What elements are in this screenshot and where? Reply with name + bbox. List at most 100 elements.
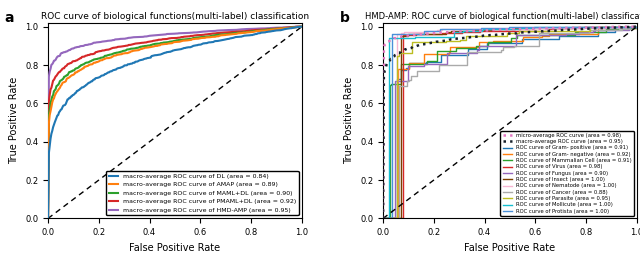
ROC curve of Nematode (area = 1.00) [400, 32, 408, 35]
ROC curve of Cancer (area = 0.88) [379, 217, 387, 220]
ROC curve of Gram- negative (area = 0.92) [476, 41, 483, 44]
ROC curve of Fungus (area = 0.90) [575, 33, 583, 36]
macro-average ROC curve of AMAP (area = 0.89) [298, 25, 306, 28]
ROC curve of Cancer (area = 0.88) [510, 46, 518, 49]
ROC curve of Cancer (area = 0.88) [435, 70, 443, 73]
ROC curve of Protista (area = 1.00) [447, 27, 454, 30]
ROC curve of Gram- negative (area = 0.92) [446, 45, 454, 48]
ROC curve of Insect (area = 1.00) [440, 33, 447, 36]
ROC curve of Gram- negative (area = 0.92) [609, 26, 616, 29]
ROC curve of Parasite (area = 0.95) [503, 34, 511, 37]
ROC curve of Fungus (area = 0.90) [417, 65, 424, 68]
ROC curve of Parasite (area = 0.95) [503, 33, 511, 36]
ROC curve of Mollicute (area = 1.00) [590, 25, 598, 28]
ROC curve of Fungus (area = 0.90) [589, 30, 597, 33]
macro-average ROC curve of PMAML+DL (area = 0.92) [45, 100, 52, 103]
ROC curve of Insect (area = 1.00) [490, 28, 497, 31]
ROC curve of Gram- positive (area = 0.91) [611, 30, 619, 34]
ROC curve of Cancer (area = 0.88) [586, 28, 593, 31]
ROC curve of Insect (area = 1.00) [506, 28, 513, 31]
micro-average ROC curve (area = 0.98) [615, 25, 623, 28]
ROC curve of Insect (area = 1.00) [404, 34, 412, 37]
ROC curve of Cancer (area = 0.88) [618, 28, 625, 31]
ROC curve of Mollicute (area = 1.00) [477, 28, 485, 31]
ROC curve of Mollicute (area = 1.00) [607, 25, 615, 28]
ROC curve of Gram- negative (area = 0.92) [546, 35, 554, 38]
ROC curve of Cancer (area = 0.88) [463, 63, 470, 66]
ROC curve of Gram- negative (area = 0.92) [633, 25, 640, 28]
ROC curve of Fungus (area = 0.90) [591, 29, 599, 32]
macro-average ROC curve of AMAP (area = 0.89) [195, 37, 202, 40]
ROC curve of Gram- negative (area = 0.92) [489, 41, 497, 44]
ROC curve of Cancer (area = 0.88) [499, 46, 507, 49]
ROC curve of Nematode (area = 1.00) [609, 26, 616, 29]
ROC curve of Gram- negative (area = 0.92) [420, 53, 428, 56]
ROC curve of Parasite (area = 0.95) [379, 217, 387, 220]
ROC curve of Mollicute (area = 1.00) [451, 30, 458, 33]
ROC curve of Mammalian Cell (area = 0.91) [472, 44, 480, 47]
ROC curve of Gram- negative (area = 0.92) [609, 27, 616, 30]
ROC curve of Virus (area = 0.98) [399, 33, 407, 36]
Legend: macro-average ROC curve of DL (area = 0.84), macro-average ROC curve of AMAP (ar: macro-average ROC curve of DL (area = 0.… [106, 171, 299, 215]
ROC curve of Cancer (area = 0.88) [463, 50, 470, 53]
ROC curve of Cancer (area = 0.88) [633, 25, 640, 28]
Line: macro-average ROC curve of MAML+DL (area = 0.90): macro-average ROC curve of MAML+DL (area… [48, 27, 302, 218]
ROC curve of Parasite (area = 0.95) [588, 25, 595, 28]
micro-average ROC curve (area = 0.98) [529, 27, 537, 30]
ROC curve of Gram- positive (area = 0.91) [464, 47, 472, 50]
ROC curve of Virus (area = 0.98) [412, 33, 420, 36]
ROC curve of Fungus (area = 0.90) [633, 25, 640, 28]
ROC curve of Mammalian Cell (area = 0.91) [424, 63, 431, 66]
ROC curve of Nematode (area = 1.00) [531, 27, 539, 30]
ROC curve of Parasite (area = 0.95) [442, 40, 450, 43]
macro-average ROC curve of DL (area = 0.84) [258, 31, 266, 34]
ROC curve of Nematode (area = 1.00) [538, 27, 545, 30]
ROC curve of Nematode (area = 1.00) [393, 217, 401, 220]
ROC curve of Virus (area = 0.98) [626, 25, 634, 28]
ROC curve of Parasite (area = 0.95) [586, 25, 593, 28]
ROC curve of Insect (area = 1.00) [506, 27, 513, 30]
macro-average ROC curve of MAML+DL (area = 0.90) [45, 114, 52, 117]
ROC curve of Cancer (area = 0.88) [396, 84, 403, 87]
ROC curve of Fungus (area = 0.90) [420, 65, 428, 68]
ROC curve of Gram- negative (area = 0.92) [594, 27, 602, 30]
ROC curve of Insect (area = 1.00) [573, 27, 580, 30]
macro-average ROC curve of MAML+DL (area = 0.90) [274, 27, 282, 30]
Line: ROC curve of Gram- positive (area = 0.91): ROC curve of Gram- positive (area = 0.91… [383, 27, 637, 218]
ROC curve of Mollicute (area = 1.00) [412, 36, 419, 39]
ROC curve of Insect (area = 1.00) [397, 34, 405, 37]
Line: macro-average ROC curve of PMAML+DL (area = 0.92): macro-average ROC curve of PMAML+DL (are… [48, 27, 302, 218]
Legend: micro-average ROC curve (area = 0.98), macro-average ROC curve (area = 0.95), RO: micro-average ROC curve (area = 0.98), m… [500, 131, 634, 216]
ROC curve of Mammalian Cell (area = 0.91) [587, 30, 595, 33]
ROC curve of Fungus (area = 0.90) [512, 44, 520, 47]
ROC curve of Nematode (area = 1.00) [422, 30, 429, 33]
ROC curve of Fungus (area = 0.90) [625, 28, 633, 31]
ROC curve of Fungus (area = 0.90) [589, 29, 597, 32]
macro-average ROC curve of HMD-AMP (area = 0.95) [298, 25, 306, 28]
ROC curve of Protista (area = 1.00) [593, 25, 601, 28]
ROC curve of Insect (area = 1.00) [463, 30, 470, 33]
ROC curve of Fungus (area = 0.90) [562, 33, 570, 36]
ROC curve of Mollicute (area = 1.00) [633, 25, 640, 28]
ROC curve of Nematode (area = 1.00) [589, 27, 597, 30]
ROC curve of Mammalian Cell (area = 0.91) [433, 59, 441, 62]
X-axis label: False Positive Rate: False Positive Rate [129, 243, 220, 253]
macro-average ROC curve of MAML+DL (area = 0.90) [298, 25, 306, 28]
ROC curve of Protista (area = 1.00) [572, 25, 579, 28]
ROC curve of Gram- positive (area = 0.91) [594, 34, 602, 37]
macro-average ROC curve of MAML+DL (area = 0.90) [195, 36, 203, 39]
ROC curve of Gram- positive (area = 0.91) [594, 30, 602, 34]
ROC curve of Gram- positive (area = 0.91) [483, 47, 491, 50]
ROC curve of Virus (area = 0.98) [595, 25, 603, 28]
ROC curve of Virus (area = 0.98) [573, 25, 580, 28]
ROC curve of Mollicute (area = 1.00) [590, 25, 598, 28]
ROC curve of Gram- positive (area = 0.91) [403, 69, 410, 72]
ROC curve of Gram- positive (area = 0.91) [436, 54, 444, 57]
ROC curve of Cancer (area = 0.88) [407, 74, 415, 77]
ROC curve of Mammalian Cell (area = 0.91) [633, 26, 640, 29]
macro-average ROC curve (area = 0.95) [633, 25, 640, 28]
Line: micro-average ROC curve (area = 0.98): micro-average ROC curve (area = 0.98) [383, 27, 637, 218]
ROC curve of Nematode (area = 1.00) [413, 30, 421, 33]
ROC curve of Gram- positive (area = 0.91) [483, 41, 491, 44]
macro-average ROC curve of DL (area = 0.84) [195, 43, 203, 46]
